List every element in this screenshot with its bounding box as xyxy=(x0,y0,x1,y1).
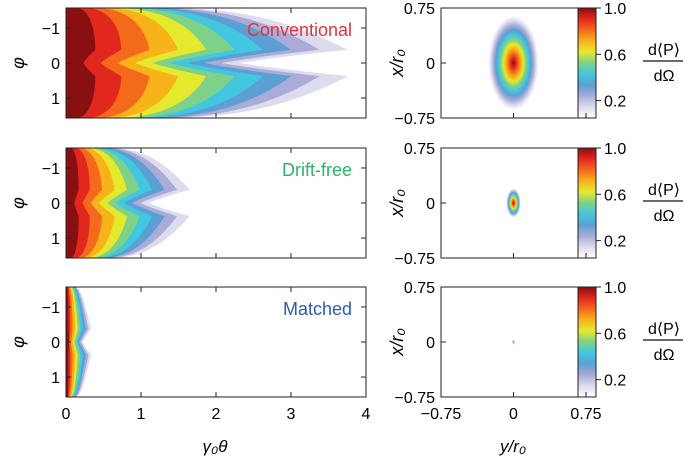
colorbar-label-numerator: d⟨P⟩ xyxy=(648,182,680,199)
colorbar-bottom xyxy=(577,286,597,398)
colorbar-tick-label: 0.2 xyxy=(604,234,626,251)
colorbar-label-denominator: dΩ xyxy=(654,68,675,85)
y-tick-label: −0.75 xyxy=(395,251,436,268)
colorbar-tick-label: 0.6 xyxy=(604,47,626,64)
x-tick-label: −0.75 xyxy=(421,406,462,423)
x-tick-label: 2 xyxy=(212,406,221,423)
y-tick-label: 0 xyxy=(51,196,60,213)
colorbar-label-numerator: d⟨P⟩ xyxy=(648,321,680,338)
intensity-spot xyxy=(506,188,521,218)
y-tick-label: −1 xyxy=(42,21,60,38)
y-axis-label: φ xyxy=(8,336,28,348)
right-x-axis-label: y/r₀ xyxy=(499,437,526,456)
y-tick-label: 1 xyxy=(51,370,60,387)
right-panel-top xyxy=(440,7,587,119)
x-tick-label: 4 xyxy=(362,406,371,423)
colorbar-tick-label: 1.0 xyxy=(604,1,626,18)
y-tick-label: 0.75 xyxy=(404,141,435,158)
y-tick-label: 0 xyxy=(426,335,435,352)
colorbar-middle xyxy=(577,147,597,259)
y-axis-label: x/r₀ xyxy=(387,189,407,218)
colorbar-tick-label: 0.6 xyxy=(604,187,626,204)
y-tick-label: 0.75 xyxy=(404,280,435,297)
y-tick-label: 0 xyxy=(426,56,435,73)
colorbar-label-numerator: d⟨P⟩ xyxy=(648,42,680,59)
y-tick-label: −0.75 xyxy=(395,390,436,407)
right-panel-bottom xyxy=(440,286,587,398)
colorbar-tick-label: 0.2 xyxy=(604,94,626,111)
y-axis-label: x/r₀ xyxy=(387,49,407,78)
left-panel-conventional: Conventional xyxy=(65,7,367,119)
y-axis-label: φ xyxy=(8,57,28,69)
intensity-spot xyxy=(512,339,515,345)
y-axis-label: φ xyxy=(8,197,28,209)
y-tick-label: 1 xyxy=(51,91,60,108)
y-tick-label: −1 xyxy=(42,161,60,178)
x-tick-label: 3 xyxy=(287,406,296,423)
y-tick-label: 0 xyxy=(51,335,60,352)
colorbar-tick-label: 0.2 xyxy=(604,373,626,390)
y-tick-label: 1 xyxy=(51,231,60,248)
right-panel-middle xyxy=(440,147,587,259)
x-tick-label: 0.75 xyxy=(570,406,601,423)
colorbar-label-denominator: dΩ xyxy=(654,347,675,364)
y-axis-label: x/r₀ xyxy=(387,328,407,357)
colorbar-top xyxy=(577,7,597,119)
panel-title-drift-free: Drift-free xyxy=(282,160,352,180)
panel-title-matched: Matched xyxy=(283,299,352,319)
intensity-spot xyxy=(488,16,539,110)
heatmap-contour xyxy=(66,148,79,258)
y-tick-label: 0 xyxy=(426,196,435,213)
colorbar-tick-label: 1.0 xyxy=(604,141,626,158)
y-tick-label: −1 xyxy=(42,300,60,317)
heatmap-contour xyxy=(66,8,96,118)
colorbar-label-denominator: dΩ xyxy=(654,208,675,225)
colorbar-tick-label: 1.0 xyxy=(604,280,626,297)
left-panel-drift-free: Drift-free xyxy=(65,147,367,259)
x-tick-label: 0 xyxy=(509,406,518,423)
y-tick-label: 0.75 xyxy=(404,1,435,18)
colorbar-tick-label: 0.6 xyxy=(604,326,626,343)
left-x-axis-label: γ₀θ xyxy=(203,437,229,456)
panel-title-conventional: Conventional xyxy=(247,20,352,40)
y-tick-label: 0 xyxy=(51,56,60,73)
left-panel-matched: Matched xyxy=(65,286,367,398)
y-tick-label: −0.75 xyxy=(395,111,436,128)
x-tick-label: 1 xyxy=(137,406,146,423)
x-tick-label: 0 xyxy=(62,406,71,423)
